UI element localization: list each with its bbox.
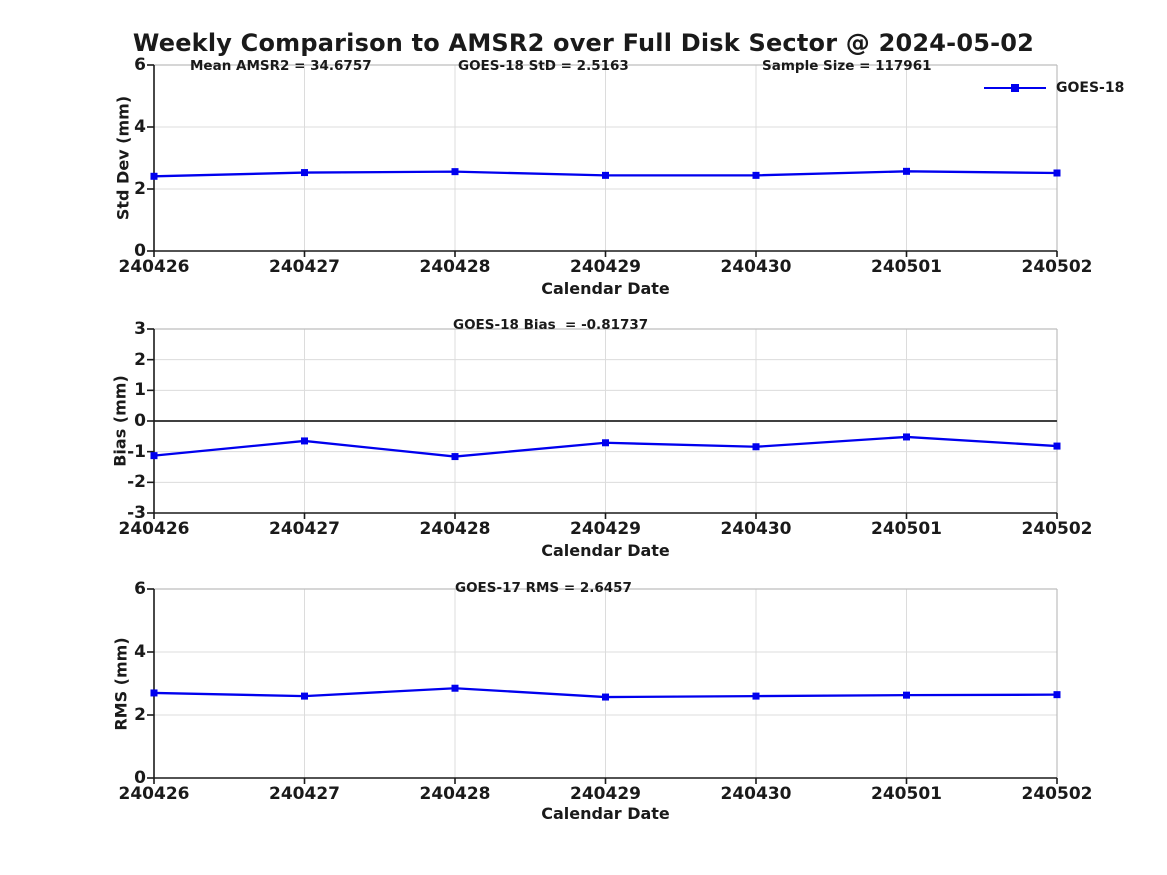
xlabel-top-plot: Calendar Date xyxy=(541,279,670,298)
y-tick-label: 4 xyxy=(134,117,146,137)
data-point-marker xyxy=(752,443,760,451)
annotation-sample-size: Sample Size = 117961 xyxy=(762,58,932,74)
x-tick-label: 240426 xyxy=(118,519,190,539)
data-point-marker xyxy=(150,452,158,460)
data-point-marker xyxy=(301,169,308,177)
y-tick-label: 2 xyxy=(134,179,146,199)
x-tick-label: 240427 xyxy=(269,257,340,277)
x-tick-label: 240429 xyxy=(570,519,641,539)
y-tick-label: 0 xyxy=(134,241,146,261)
annotation-mean-amsr2: Mean AMSR2 = 34.6757 xyxy=(190,58,372,74)
x-tick-label: 240502 xyxy=(1021,257,1093,277)
data-point-marker xyxy=(903,691,910,699)
data-point-marker xyxy=(752,692,760,700)
x-tick-label: 240429 xyxy=(570,784,641,804)
x-tick-label: 240430 xyxy=(720,257,792,277)
y-tick-label: 2 xyxy=(134,705,146,725)
legend-label: GOES-18 xyxy=(1056,80,1125,96)
y-tick-label: 6 xyxy=(134,579,146,599)
x-tick-label: 240427 xyxy=(269,519,340,539)
data-point-marker xyxy=(150,172,158,180)
data-point-marker xyxy=(1053,169,1061,177)
x-tick-label: 240429 xyxy=(570,257,641,277)
y-tick-label: 3 xyxy=(134,319,146,339)
y-tick-label: 2 xyxy=(134,349,146,370)
annotation-goes18-bias: GOES-18 Bias = -0.81737 xyxy=(453,317,649,333)
x-tick-label: 240427 xyxy=(269,784,340,804)
y-tick-label: -2 xyxy=(127,472,146,493)
x-tick-label: 240501 xyxy=(871,784,942,804)
ylabel-stddev: Std Dev (mm) xyxy=(113,95,133,221)
x-tick-label: 240426 xyxy=(118,257,190,277)
y-tick-label: 4 xyxy=(134,642,146,662)
y-tick-label: 0 xyxy=(134,411,146,431)
x-tick-label: 240501 xyxy=(871,257,942,277)
x-tick-label: 240430 xyxy=(720,784,792,804)
legend-line-sample xyxy=(984,83,1046,92)
data-point-marker xyxy=(451,453,459,461)
x-tick-label: 240502 xyxy=(1021,784,1093,804)
y-tick-label: -1 xyxy=(127,441,146,462)
data-point-marker xyxy=(451,168,459,176)
data-point-marker xyxy=(301,692,308,700)
data-point-marker xyxy=(150,689,158,697)
y-tick-label: 1 xyxy=(134,380,146,401)
x-tick-label: 240501 xyxy=(871,519,942,539)
y-tick-label: -3 xyxy=(127,503,146,523)
annotation-goes18-std: GOES-18 StD = 2.5163 xyxy=(458,58,629,74)
data-point-marker xyxy=(602,693,609,701)
y-tick-label: 0 xyxy=(134,768,146,788)
data-point-marker xyxy=(451,684,459,692)
data-point-marker xyxy=(903,167,910,175)
legend: GOES-18 xyxy=(984,80,1124,96)
data-point-marker xyxy=(903,433,910,441)
x-tick-label: 240502 xyxy=(1021,519,1093,539)
xlabel-bottom-plot: Calendar Date xyxy=(541,804,670,823)
y-tick-label: 6 xyxy=(134,55,146,75)
x-tick-label: 240426 xyxy=(118,784,190,804)
data-point-marker xyxy=(602,439,609,447)
data-point-marker xyxy=(301,437,308,445)
data-point-marker xyxy=(1053,691,1061,699)
figure-title: Weekly Comparison to AMSR2 over Full Dis… xyxy=(132,29,1035,57)
x-tick-label: 240428 xyxy=(419,784,491,804)
x-tick-label: 240428 xyxy=(419,257,491,277)
annotation-goes17-rms: GOES-17 RMS = 2.6457 xyxy=(455,580,632,596)
data-point-marker xyxy=(602,171,609,179)
data-point-marker xyxy=(752,171,760,179)
legend-square-marker-icon xyxy=(1011,83,1019,92)
x-tick-label: 240428 xyxy=(419,519,491,539)
data-point-marker xyxy=(1053,442,1061,450)
xlabel-middle-plot: Calendar Date xyxy=(541,541,670,560)
x-tick-label: 240430 xyxy=(720,519,792,539)
